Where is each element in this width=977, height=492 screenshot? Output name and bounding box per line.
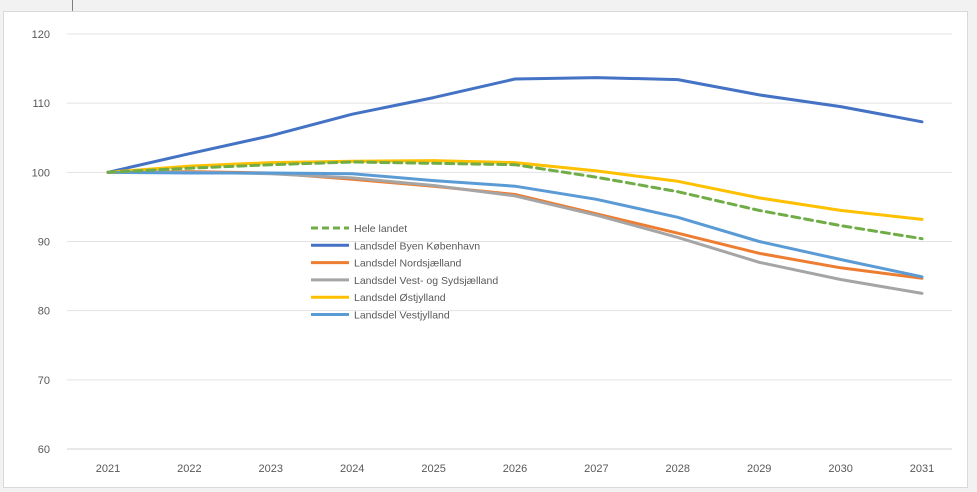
y-axis-tick-labels: 60 70 80 90 100 110 120 [32,29,50,456]
series-line-0 [106,160,924,241]
legend-label: Landsdel Vest- og Sydsjælland [354,275,498,287]
x-tick-label: 2031 [910,463,934,475]
y-tick-label: 90 [38,237,50,249]
x-tick-label: 2029 [747,463,771,475]
x-tick-label: 2024 [340,463,364,475]
x-tick-label: 2027 [584,463,608,475]
y-tick-label: 70 [38,375,50,387]
x-tick-label: 2030 [828,463,852,475]
legend-label: Landsdel Vestjylland [354,310,450,322]
series-lines [106,76,924,295]
y-tick-label: 60 [38,444,50,456]
x-tick-label: 2021 [96,463,120,475]
x-tick-label: 2028 [666,463,690,475]
series-line-5 [106,170,924,279]
series-line-4 [106,159,924,221]
y-tick-label: 120 [32,29,50,41]
y-tick-label: 80 [38,306,50,318]
y-tick-label: 110 [32,98,50,110]
x-tick-label: 2026 [503,463,527,475]
legend: Hele landet Landsdel Byen København Landsd… [311,223,498,322]
gridlines [67,33,952,450]
series-line-3 [106,170,924,295]
x-tick-label: 2022 [177,463,201,475]
frame-corner-tick [72,0,73,11]
chart-frame: 60 70 80 90 100 110 120 2021 2022 2023 2024 2025 20… [3,11,968,488]
x-tick-label: 2025 [421,463,445,475]
x-tick-label: 2023 [259,463,283,475]
legend-label: Landsdel Østjylland [354,292,446,304]
legend-label: Landsdel Nordsjælland [354,258,462,270]
series-line-1 [106,76,924,174]
legend-label: Landsdel Byen København [354,240,480,252]
y-tick-label: 100 [32,167,50,179]
x-axis-tick-labels: 2021 2022 2023 2024 2025 2026 2027 2028 2029 2030… [96,463,934,475]
legend-label: Hele landet [354,223,407,235]
